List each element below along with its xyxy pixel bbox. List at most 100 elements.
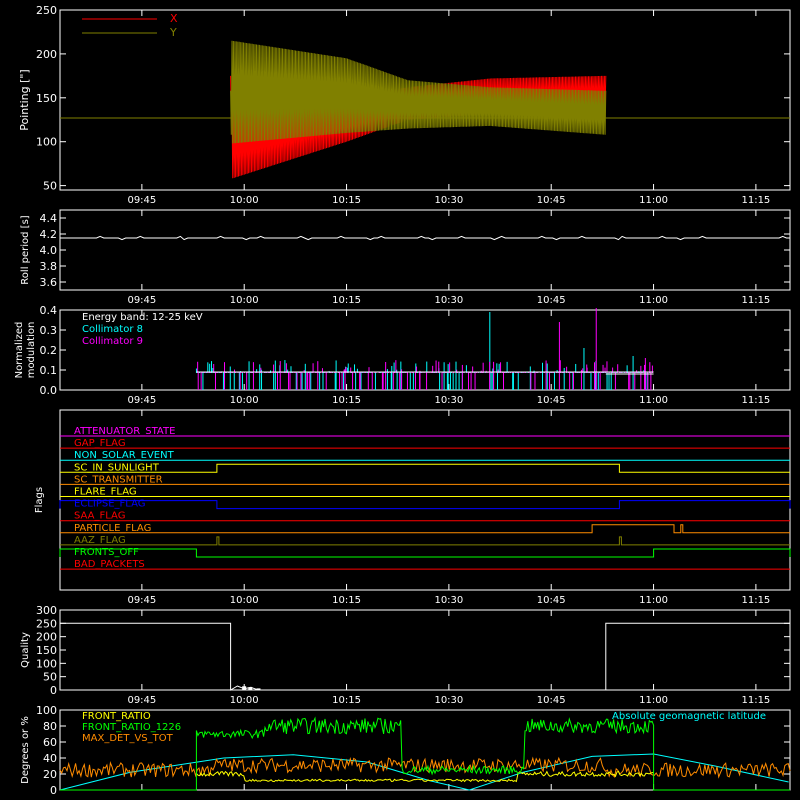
modulation-panel: Normalized modulation 0.0 0.1 0.2 0.3 0.4 09:… (14, 304, 791, 406)
xtick-label: 10:00 (230, 395, 259, 406)
ratios-ylabel: Degrees or % (20, 716, 31, 784)
xtick-label: 11:00 (639, 595, 668, 606)
ytick-label: 250 (36, 617, 57, 630)
roll-ylabel: Roll period [s] (20, 215, 31, 284)
flag-label: BAD_PACKETS (74, 559, 145, 570)
ytick-label: 100 (36, 136, 57, 149)
modulation-ylabel-1: Normalized (14, 322, 25, 379)
ytick-label: 40 (43, 752, 57, 765)
roll-period-line (60, 235, 790, 241)
flag-line (60, 536, 790, 546)
ytick-label: 0 (50, 784, 57, 797)
ytick-label: 4.2 (40, 228, 58, 241)
ytick-label: 150 (36, 644, 57, 657)
xtick-label: 10:30 (434, 195, 463, 206)
xtick-label: 10:00 (230, 295, 259, 306)
legend-collimator-8: Collimator 8 (82, 324, 143, 335)
ytick-label: 150 (36, 92, 57, 105)
legend-max-det-vs-tot: MAX_DET_VS_TOT (82, 733, 174, 744)
legend-front-ratio: FRONT_RATIO (82, 711, 151, 722)
xtick-label: 10:45 (537, 595, 566, 606)
xtick-label: 11:15 (741, 395, 770, 406)
xtick-label: 10:45 (537, 695, 566, 706)
ytick-label: 0.2 (40, 344, 58, 357)
xtick-label: 11:00 (639, 695, 668, 706)
flag-label: SC_IN_SUNLIGHT (74, 462, 160, 473)
ytick-label: 20 (43, 768, 57, 781)
flag-label: SAA_FLAG (74, 511, 125, 522)
xtick-label: 09:45 (127, 595, 156, 606)
ratios-panel: Degrees or % 0 20 40 60 80 100 FRONT_RATIO FR… (20, 704, 791, 797)
flag-label: NON_SOLAR_EVENT (74, 450, 175, 461)
legend-y: Y (169, 26, 177, 39)
ytick-label: 4.4 (40, 212, 58, 225)
flag-label: FRONTS_OFF (74, 547, 139, 558)
xtick-label: 11:00 (639, 395, 668, 406)
flag-label: PARTICLE_FLAG (74, 523, 151, 534)
ytick-label: 0.3 (40, 324, 58, 337)
pointing-panel: Pointing ["] 50 100 150 200 250 09:45 10:00 10:… (18, 4, 791, 206)
ytick-label: 0 (50, 684, 57, 697)
flag-label: SC_TRANSMITTER (74, 474, 163, 485)
ytick-label: 60 (43, 736, 57, 749)
legend-collimator-9: Collimator 9 (82, 336, 143, 347)
flag-label: GAP_FLAG (74, 438, 126, 449)
pointing-ylabel: Pointing ["] (18, 69, 31, 130)
max-det-vs-tot-line (59, 756, 791, 779)
xtick-label: 10:15 (332, 595, 361, 606)
xtick-label: 10:30 (434, 595, 463, 606)
ytick-label: 100 (36, 657, 57, 670)
flag-line (59, 500, 791, 510)
front-ratio-line (196, 770, 654, 783)
pointing-legend: X Y (82, 12, 178, 39)
xtick-label: 10:45 (537, 395, 566, 406)
ytick-label: 300 (36, 604, 57, 617)
quality-line (60, 622, 790, 691)
ytick-label: 0.0 (40, 384, 58, 397)
quality-blob (242, 686, 247, 690)
xtick-label: 10:00 (230, 695, 259, 706)
xtick-label: 10:45 (537, 295, 566, 306)
ytick-label: 100 (36, 704, 57, 717)
xtick-label: 09:45 (127, 295, 156, 306)
xtick-label: 09:45 (127, 395, 156, 406)
geomagnetic-latitude-line (59, 753, 789, 791)
quality-blob (248, 687, 253, 690)
ytick-label: 50 (43, 671, 57, 684)
flag-label: ECLIPSE_FLAG (74, 499, 145, 510)
xtick-label: 10:30 (434, 295, 463, 306)
pointing-series-y (230, 40, 607, 144)
flag-label: AAZ_FLAG (74, 535, 126, 546)
xtick-label: 10:15 (332, 195, 361, 206)
xtick-label: 10:30 (434, 395, 463, 406)
xtick-label: 11:15 (741, 195, 770, 206)
roll-panel: Roll period [s] 3.6 3.8 4.0 4.2 4.4 09:45 10:0… (20, 209, 791, 306)
ytick-label: 200 (36, 631, 57, 644)
ytick-label: 3.8 (40, 260, 58, 273)
ytick-label: 200 (36, 48, 57, 61)
legend-geomagnetic-latitude: Absolute geomagnetic latitude (612, 711, 766, 722)
xtick-label: 10:00 (230, 195, 259, 206)
flags-ylabel: Flags (34, 487, 45, 513)
flag-label: FLARE_FLAG (74, 487, 137, 498)
xtick-label: 11:15 (741, 295, 770, 306)
flag-line (60, 463, 790, 473)
ytick-label: 80 (43, 720, 57, 733)
front-ratio-1226-line (60, 716, 790, 791)
energy-band-label: Energy band: 12-25 keV (82, 312, 203, 323)
ytick-label: 3.6 (40, 276, 58, 289)
flag-line (59, 548, 791, 558)
xtick-label: 09:45 (127, 195, 156, 206)
flag-line (60, 524, 790, 534)
ytick-label: 0.4 (40, 304, 58, 317)
flags-panel: Flags 09:45 10:00 10:15 10:30 10:45 11:00 11:1… (34, 409, 791, 606)
xtick-label: 10:00 (230, 595, 259, 606)
xtick-label: 10:15 (332, 695, 361, 706)
xtick-label: 09:45 (127, 695, 156, 706)
quality-blob (256, 688, 261, 690)
ytick-label: 50 (43, 180, 57, 193)
xtick-label: 11:00 (639, 195, 668, 206)
xtick-label: 11:15 (741, 595, 770, 606)
